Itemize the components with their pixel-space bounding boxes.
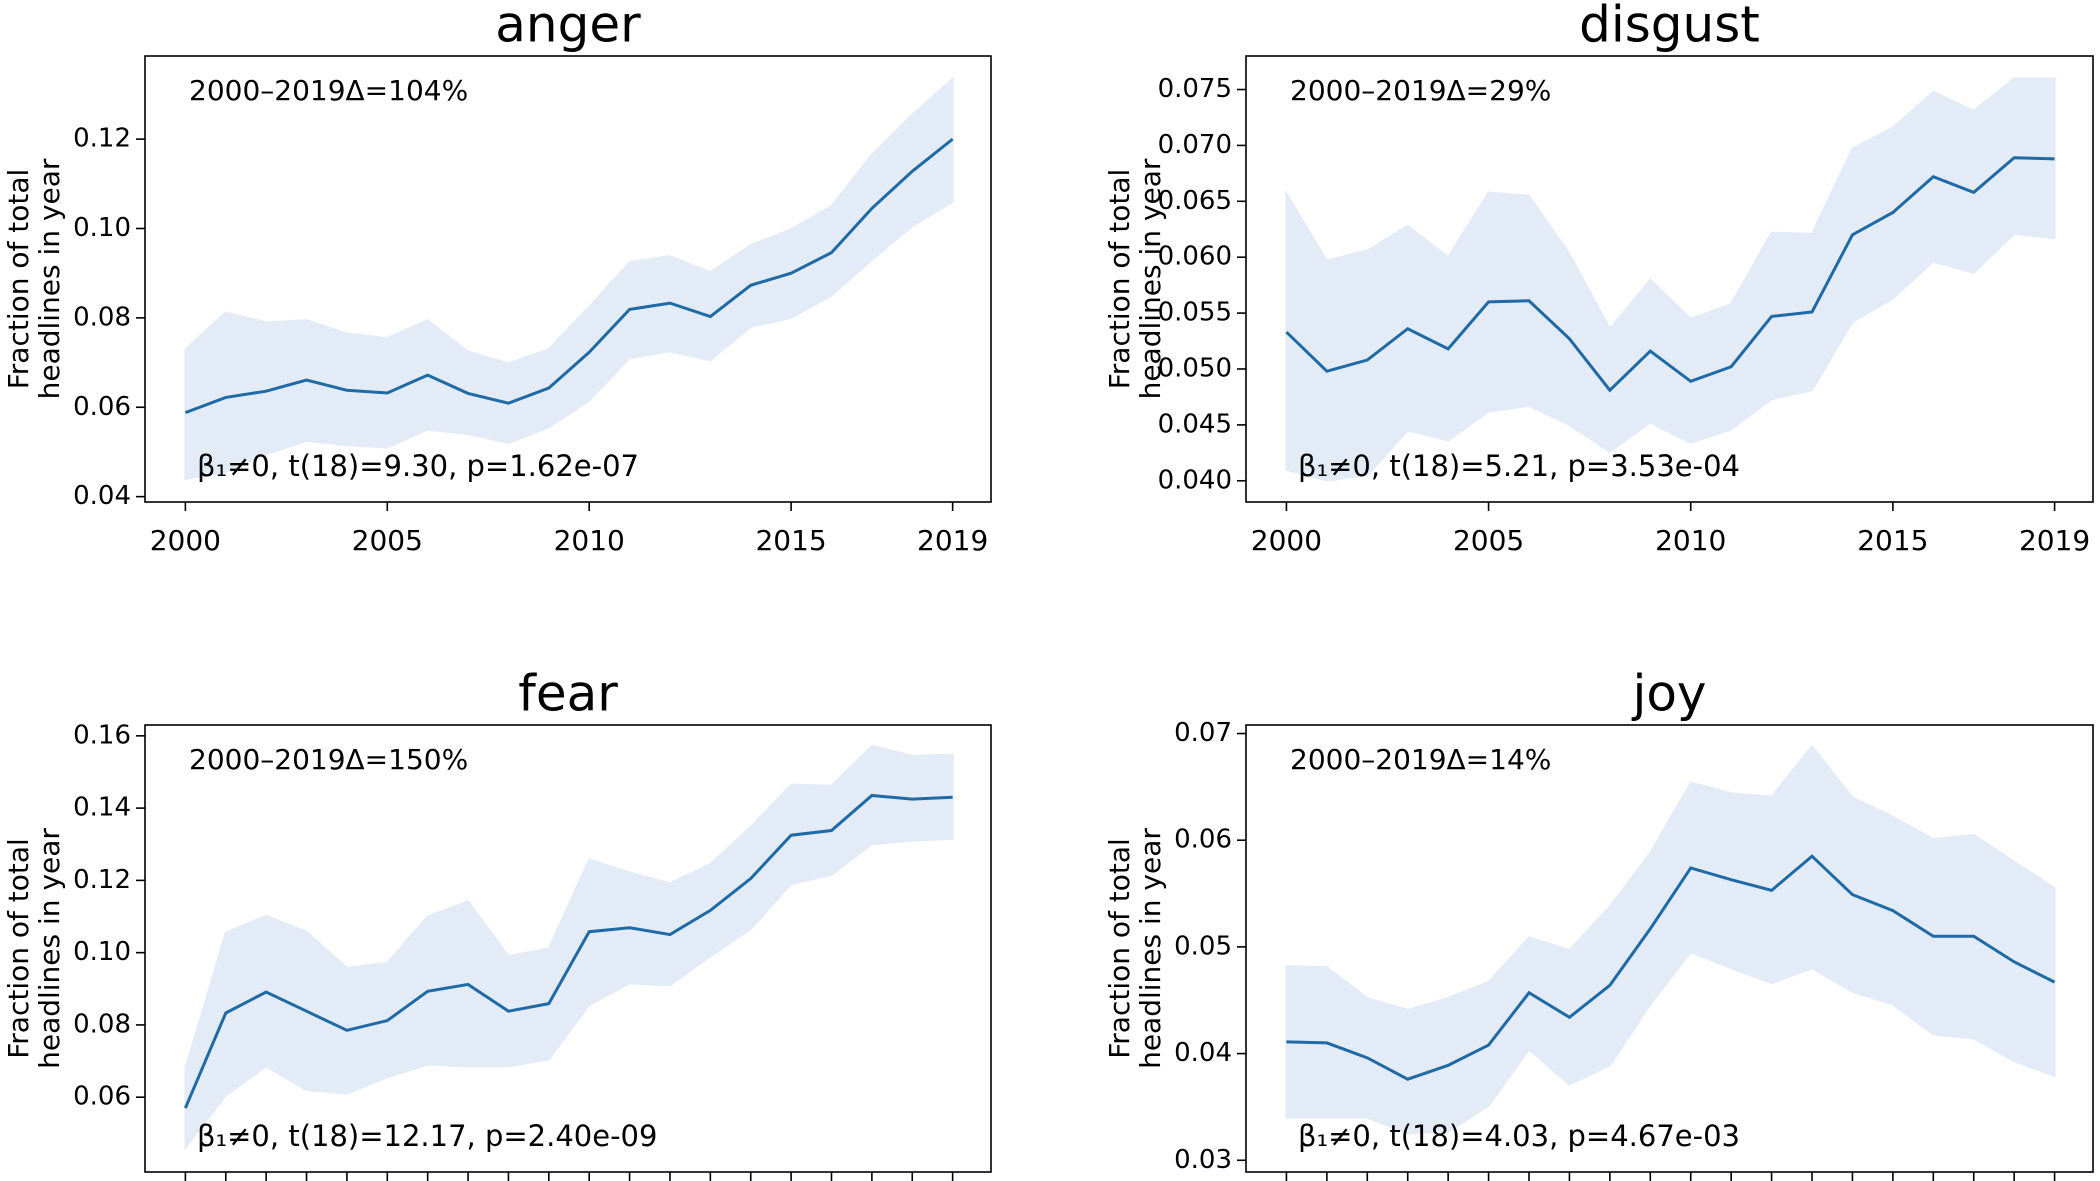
y-tick-label: 0.050: [1158, 353, 1232, 383]
panel: fear 0.06 0.08 0.10 0.12 0.14 0.16 Fraction of …: [2, 665, 992, 1181]
y-tick-label: 0.07: [1174, 718, 1232, 748]
x-tick-label: 2019: [917, 524, 988, 557]
series-line: [1286, 854, 2056, 1081]
series-line: [1285, 156, 2055, 393]
annotation-delta: 2000–2019Δ=29%: [1290, 74, 1551, 107]
plot-frame: [144, 724, 992, 1173]
confidence-band: [184, 744, 954, 1151]
y-axis-label: headlines in year: [1134, 828, 1167, 1069]
x-tick-label: 2010: [1655, 524, 1726, 557]
y-axis-label: headlines in year: [33, 828, 66, 1069]
series-line: [184, 137, 954, 415]
plot-frame: [1245, 55, 2094, 503]
annotation-stats: β₁≠0, t(18)=12.17, p=2.40e-09: [197, 1119, 657, 1153]
y-tick-label: 0.065: [1158, 186, 1232, 216]
x-tick-label: 2019: [2019, 524, 2090, 557]
panel-title: fear: [518, 665, 618, 723]
annotation-stats: β₁≠0, t(18)=4.03, p=4.67e-03: [1298, 1119, 1740, 1153]
y-tick-label: 0.040: [1158, 465, 1232, 495]
panel: joy 0.03 0.04 0.05 0.06 0.07 Fraction of total…: [1103, 665, 2094, 1181]
y-tick-label: 0.05: [1174, 931, 1232, 961]
y-axis-label: headlines in year: [1134, 158, 1167, 399]
y-tick-label: 0.16: [73, 720, 131, 750]
x-tick-label: 2000: [1251, 524, 1322, 557]
panel-title: disgust: [1579, 0, 1760, 54]
y-tick-label: 0.12: [73, 865, 131, 895]
annotation-delta: 2000–2019Δ=150%: [189, 743, 468, 776]
panel-title: anger: [495, 0, 641, 54]
y-axis-label: Fraction of total: [2, 169, 35, 390]
confidence-band: [1285, 77, 2056, 482]
x-tick-label: 2000: [150, 524, 221, 557]
x-tick-label: 2005: [1453, 524, 1524, 557]
y-tick-label: 0.03: [1174, 1145, 1232, 1175]
y-tick-label: 0.08: [73, 302, 131, 332]
x-tick-label: 2015: [1857, 524, 1928, 557]
y-tick-label: 0.14: [73, 793, 131, 823]
y-tick-label: 0.06: [73, 392, 131, 422]
y-tick-label: 0.075: [1158, 74, 1232, 104]
y-axis-label: Fraction of total: [2, 838, 35, 1059]
annotation-delta: 2000–2019Δ=104%: [189, 74, 468, 107]
panel: anger 0.04 0.06 0.08 0.10 0.12 2000 2005 2010 201…: [2, 0, 992, 557]
y-tick-label: 0.04: [73, 481, 131, 511]
panel-title: joy: [1631, 665, 1706, 723]
y-axis-label: headlines in year: [33, 158, 66, 399]
panel: disgust 0.040 0.045 0.050 0.055 0.060 0.065 0.0…: [1103, 0, 2094, 557]
confidence-band: [1285, 744, 2056, 1135]
x-tick-label: 2010: [554, 524, 625, 557]
x-tick-label: 2005: [352, 524, 423, 557]
y-tick-label: 0.070: [1158, 130, 1232, 160]
annotation-stats: β₁≠0, t(18)=5.21, p=3.53e-04: [1298, 449, 1740, 483]
y-axis-label: Fraction of total: [1103, 169, 1136, 390]
annotation-delta: 2000–2019Δ=14%: [1290, 743, 1551, 776]
y-tick-label: 0.10: [73, 937, 131, 967]
y-tick-label: 0.06: [73, 1082, 131, 1112]
y-tick-label: 0.08: [73, 1009, 131, 1039]
y-tick-label: 0.060: [1158, 242, 1232, 272]
y-tick-label: 0.06: [1174, 825, 1232, 855]
plot-frame: [144, 55, 992, 503]
series-line: [184, 793, 953, 1109]
plot-frame: [1245, 724, 2094, 1173]
annotation-stats: β₁≠0, t(18)=9.30, p=1.62e-07: [197, 449, 639, 483]
y-tick-label: 0.12: [73, 124, 131, 154]
y-tick-label: 0.045: [1158, 409, 1232, 439]
y-tick-label: 0.10: [73, 213, 131, 243]
y-tick-label: 0.055: [1158, 298, 1232, 328]
y-tick-label: 0.04: [1174, 1038, 1232, 1068]
x-tick-label: 2015: [755, 524, 826, 557]
confidence-band: [184, 76, 954, 480]
y-axis-label: Fraction of total: [1103, 838, 1136, 1059]
